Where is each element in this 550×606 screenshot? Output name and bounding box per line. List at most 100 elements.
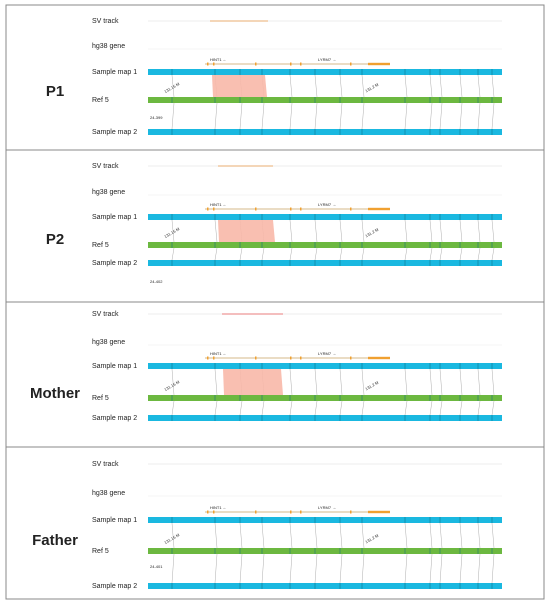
alignment [439,368,443,396]
gene-name: HINT1 ← [210,505,227,510]
sample-id: 24-399 [150,115,163,120]
gene-exon [300,356,302,360]
alignment [289,247,293,261]
alignment [314,400,318,416]
track-label: hg38 gene [92,43,125,50]
gene-name: LYRM7 → [318,202,336,207]
gene-exon [213,356,215,360]
sample-id: 24-402 [150,279,163,284]
alignment [314,522,318,549]
panel-label: P2 [46,231,64,248]
alignment [289,400,293,416]
alignment [491,247,495,261]
track-label: Ref 5 [92,548,109,555]
alignment [289,102,293,130]
panel-label: Mother [30,385,80,402]
alignment [459,219,463,243]
gene-exon [290,207,292,211]
alignment [214,102,218,130]
alignment [171,102,175,130]
alignment [459,400,463,416]
track-label: Sample map 2 [92,260,137,267]
track-label: Sample map 2 [92,583,137,590]
alignment [439,102,443,130]
track-label: hg38 gene [92,339,125,346]
track-label: SV track [92,18,119,25]
alignment [239,400,243,416]
alignment [429,102,433,130]
alignment [214,400,218,416]
gene-exon [350,510,352,514]
gene-exon [368,207,390,211]
alignment [239,553,243,584]
alignment [429,74,433,98]
alignment [239,247,243,261]
gene-exon [350,207,352,211]
gene-name: LYRM7 → [318,505,336,510]
gene-name: LYRM7 → [318,351,336,356]
alignment [339,368,343,396]
alignment [491,522,495,549]
alignment [239,102,243,130]
alignment [459,247,463,261]
sample-map-2 [148,129,502,135]
alignment [459,368,463,396]
alignment [459,74,463,98]
gene-exon [255,356,257,360]
alignment [214,553,218,584]
alignment [339,219,343,243]
gene-exon [207,207,209,211]
gene-exon [300,207,302,211]
alignment [429,400,433,416]
alignment [439,400,443,416]
track-label: Sample map 1 [92,214,137,221]
alignment [289,553,293,584]
alignment [239,522,243,549]
alignment [339,553,343,584]
ref-map [148,395,502,401]
coordinate: 131.2 M [364,533,379,545]
alignment [429,368,433,396]
alignment [477,102,481,130]
alignment [439,247,443,261]
gene-exon [300,510,302,514]
sample-map-2 [148,583,502,589]
alignment [404,400,408,416]
alignment [404,522,408,549]
gene-exon [213,510,215,514]
gene-exon [207,62,209,66]
gene-exon [290,510,292,514]
alignment [477,368,481,396]
alignment [314,102,318,130]
gene-exon [213,207,215,211]
gene-exon [300,62,302,66]
gene-exon [368,356,390,360]
alignment [171,219,175,243]
alignment [477,74,481,98]
gene-exon [368,62,390,66]
alignment [314,553,318,584]
alignment [214,219,218,243]
alignment [477,400,481,416]
gene-name: HINT1 ← [210,57,227,62]
gene-exon [207,510,209,514]
alignment [171,247,175,261]
alignment [361,219,365,243]
alignment [439,553,443,584]
track-label: hg38 gene [92,490,125,497]
alignment [477,219,481,243]
alignment [477,522,481,549]
gene-exon [213,62,215,66]
deletion [218,220,275,242]
alignment [491,219,495,243]
ref-map [148,242,502,248]
alignment [477,553,481,584]
alignment [261,102,265,130]
alignment [261,247,265,261]
gene-exon [255,510,257,514]
gene-exon [350,62,352,66]
alignment [404,74,408,98]
alignment [171,400,175,416]
alignment [314,247,318,261]
alignment [429,219,433,243]
